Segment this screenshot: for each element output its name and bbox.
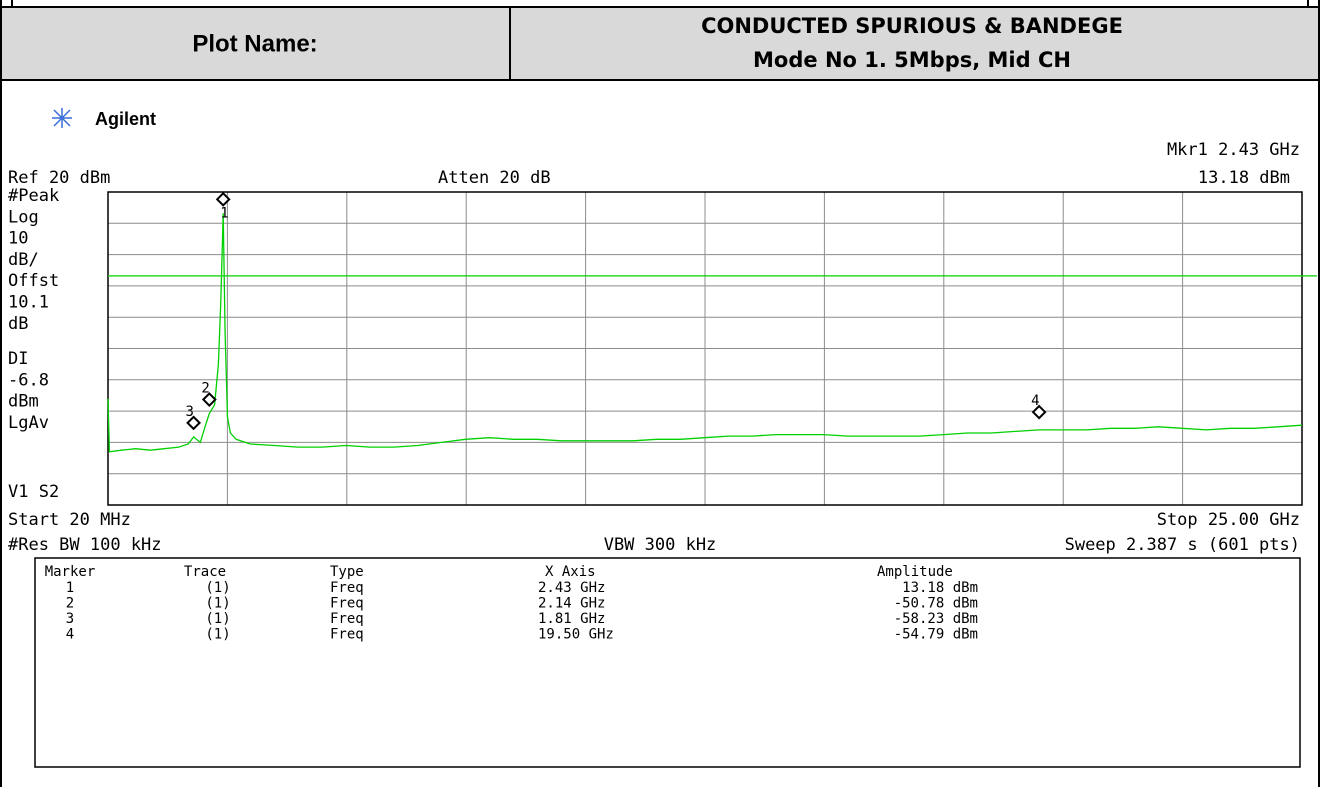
side-label: Offst (8, 271, 59, 291)
trace (107, 213, 1303, 453)
marker (215, 191, 231, 207)
side-label: dBm (8, 392, 39, 412)
table-cell: Freq (330, 627, 364, 643)
table-cell: 2.43 GHz (538, 580, 605, 596)
side-label: -6.8 (8, 370, 49, 390)
table-cell: Freq (330, 611, 364, 627)
plot-frame (107, 191, 1303, 506)
table-cell: 2.14 GHz (538, 596, 605, 612)
table-header: Amplitude (877, 564, 953, 580)
table-cell: -54.79 dBm (894, 627, 978, 643)
side-label: Log (8, 207, 39, 227)
ref-level: Ref 20 dBm (8, 168, 110, 188)
table-cell: (1) (205, 580, 230, 596)
stop-freq: Stop 25.00 GHz (1157, 510, 1300, 530)
marker (186, 415, 201, 431)
header-title: Mode No 1. 5Mbps, Mid CH (753, 48, 1071, 72)
marker (1031, 404, 1047, 420)
side-label: DI (8, 349, 28, 369)
brand: Agilent (95, 109, 156, 129)
table-cell: 3 (66, 611, 74, 627)
side-label: dB (8, 314, 28, 334)
header-title: CONDUCTED SPURIOUS & BANDEGE (701, 14, 1123, 38)
logo (52, 108, 72, 128)
marker-label: 2 (201, 381, 209, 397)
side-label: LgAv (8, 413, 49, 433)
marker-table (34, 557, 1301, 768)
table-cell: 2 (66, 596, 74, 612)
rbw: #Res BW 100 kHz (8, 535, 162, 555)
table-header: Marker (45, 564, 96, 580)
header (0, 6, 1320, 81)
marker-value: 13.18 dBm (1198, 168, 1290, 188)
marker-readout: Mkr1 2.43 GHz (1167, 140, 1300, 160)
table-cell: 4 (66, 627, 74, 643)
table-cell: (1) (205, 627, 230, 643)
header-label: Plot Name: (192, 30, 317, 57)
table-cell: (1) (205, 611, 230, 627)
side-label: #Peak (8, 186, 59, 206)
table-header: Trace (184, 564, 226, 580)
marker-label: 1 (220, 205, 228, 221)
table-cell: Freq (330, 596, 364, 612)
table-cell: -58.23 dBm (894, 611, 978, 627)
table-header: X Axis (545, 564, 596, 580)
side-label: dB/ (8, 250, 39, 270)
attenuation: Atten 20 dB (438, 168, 551, 188)
table-cell: (1) (205, 596, 230, 612)
table-cell: 1 (66, 580, 74, 596)
marker (201, 392, 217, 407)
sweep: Sweep 2.387 s (601 pts) (1065, 535, 1300, 555)
side-label: V1 S2 (8, 482, 59, 502)
table-cell: 1.81 GHz (538, 611, 605, 627)
marker-label: 4 (1031, 393, 1039, 409)
marker-label: 3 (186, 404, 194, 420)
table-cell: 19.50 GHz (538, 627, 614, 643)
side-label: 10 (8, 229, 28, 249)
vbw: VBW 300 kHz (604, 535, 717, 555)
table-cell: Freq (330, 580, 364, 596)
table-cell: -50.78 dBm (894, 596, 978, 612)
table-cell: 13.18 dBm (902, 580, 978, 596)
side-label: 10.1 (8, 293, 49, 313)
start-freq: Start 20 MHz (8, 510, 131, 530)
table-header: Type (330, 564, 364, 580)
